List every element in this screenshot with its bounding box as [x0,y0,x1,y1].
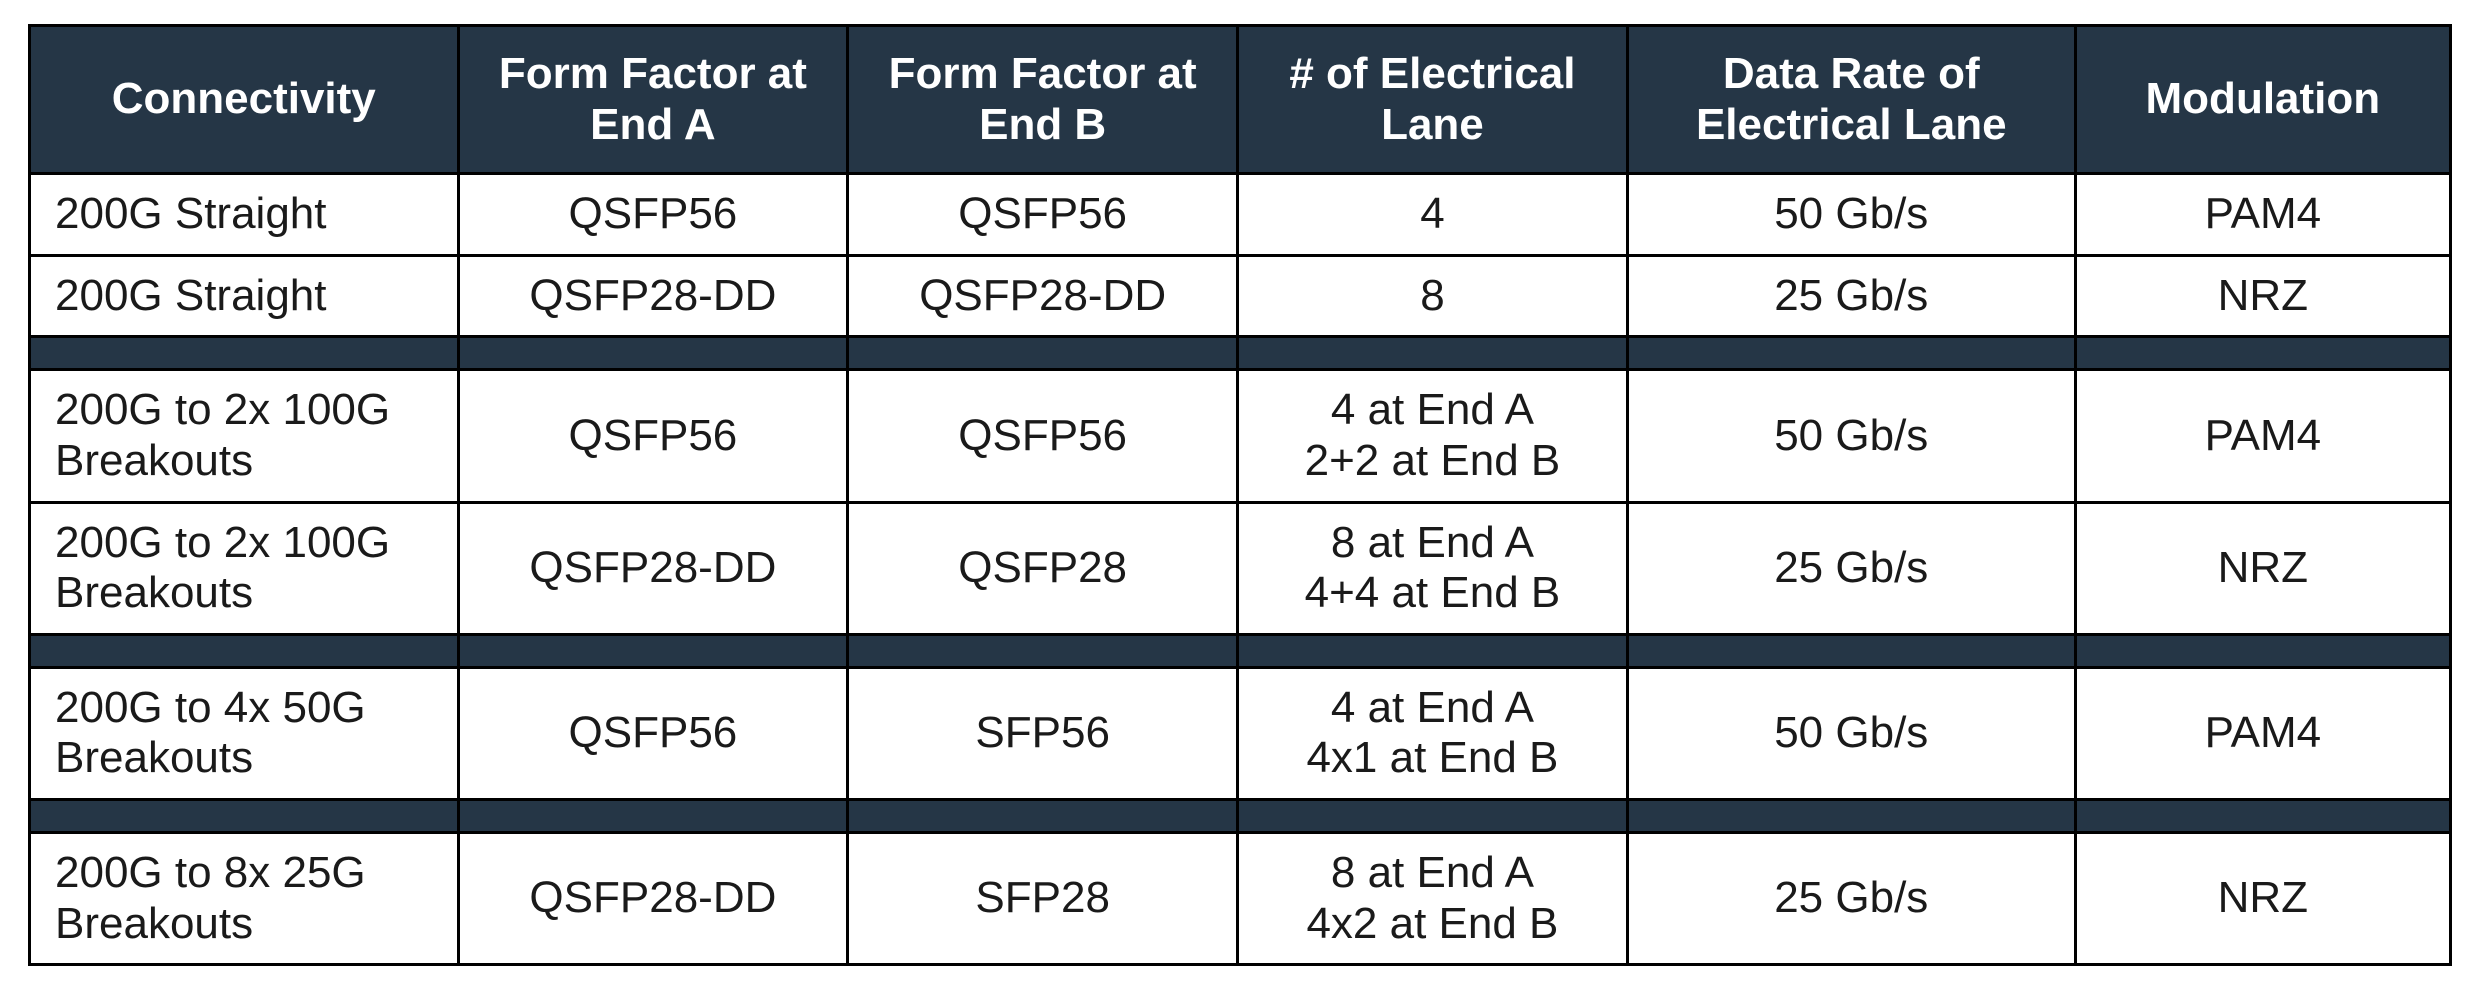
col-header-connectivity: Connectivity [30,26,459,174]
cell-end-b: QSFP56 [848,370,1238,502]
cell-lanes-line1: 8 at End A [1263,518,1602,569]
cell-rate: 25 Gb/s [1627,255,2075,337]
cell-lanes: 8 at End A4x2 at End B [1238,832,1628,964]
cell-end-a: QSFP28-DD [458,502,848,634]
cell-end-a: QSFP56 [458,667,848,799]
cell-connectivity-line1: 200G to 2x 100G [55,385,433,436]
cell-connectivity: 200G Straight [30,174,459,256]
connectivity-table: Connectivity Form Factor at End A Form F… [28,24,2452,966]
separator-cell [848,799,1238,832]
cell-end-b: SFP28 [848,832,1238,964]
separator-cell [30,634,459,667]
separator-cell [2075,634,2450,667]
separator-row [30,799,2451,832]
cell-connectivity: 200G to 2x 100GBreakouts [30,502,459,634]
separator-cell [30,337,459,370]
table-row: 200G to 8x 25GBreakoutsQSFP28-DDSFP288 a… [30,832,2451,964]
cell-end-a: QSFP56 [458,370,848,502]
cell-lanes-line2: 4x1 at End B [1263,733,1602,784]
cell-lanes-line1: 4 at End A [1263,683,1602,734]
cell-connectivity-line2: Breakouts [55,733,433,784]
col-header-modulation: Modulation [2075,26,2450,174]
separator-cell [1627,634,2075,667]
separator-cell [1238,799,1628,832]
cell-lanes-line2: 4x2 at End B [1263,899,1602,950]
col-header-lanes: # of Electrical Lane [1238,26,1628,174]
separator-cell [1238,337,1628,370]
cell-lanes: 8 at End A4+4 at End B [1238,502,1628,634]
separator-cell [458,634,848,667]
cell-modulation: PAM4 [2075,370,2450,502]
cell-connectivity: 200G to 8x 25GBreakouts [30,832,459,964]
separator-cell [30,799,459,832]
cell-lanes: 4 [1238,174,1628,256]
table-body: 200G StraightQSFP56QSFP56450 Gb/sPAM4200… [30,174,2451,965]
separator-cell [2075,337,2450,370]
cell-end-b: QSFP28 [848,502,1238,634]
cell-lanes: 4 at End A2+2 at End B [1238,370,1628,502]
cell-connectivity-line2: Breakouts [55,436,433,487]
cell-lanes-line2: 2+2 at End B [1263,436,1602,487]
table-row: 200G to 2x 100GBreakoutsQSFP56QSFP564 at… [30,370,2451,502]
cell-connectivity-line1: 200G to 8x 25G [55,848,433,899]
cell-end-b: QSFP56 [848,174,1238,256]
cell-rate: 50 Gb/s [1627,174,2075,256]
separator-cell [2075,799,2450,832]
cell-modulation: NRZ [2075,502,2450,634]
separator-cell [458,799,848,832]
separator-cell [1238,634,1628,667]
cell-end-b: SFP56 [848,667,1238,799]
cell-modulation: PAM4 [2075,667,2450,799]
separator-cell [458,337,848,370]
cell-connectivity: 200G Straight [30,255,459,337]
cell-lanes: 8 [1238,255,1628,337]
cell-modulation: NRZ [2075,832,2450,964]
cell-connectivity-line2: Breakouts [55,899,433,950]
cell-rate: 25 Gb/s [1627,502,2075,634]
table-row: 200G to 2x 100GBreakoutsQSFP28-DDQSFP288… [30,502,2451,634]
table-row: 200G to 4x 50GBreakoutsQSFP56SFP564 at E… [30,667,2451,799]
separator-cell [1627,337,2075,370]
cell-connectivity-line2: Breakouts [55,568,433,619]
table-header: Connectivity Form Factor at End A Form F… [30,26,2451,174]
cell-rate: 25 Gb/s [1627,832,2075,964]
cell-modulation: PAM4 [2075,174,2450,256]
separator-cell [848,337,1238,370]
separator-cell [848,634,1238,667]
table-row: 200G StraightQSFP28-DDQSFP28-DD825 Gb/sN… [30,255,2451,337]
cell-rate: 50 Gb/s [1627,667,2075,799]
cell-end-b: QSFP28-DD [848,255,1238,337]
col-header-end-a: Form Factor at End A [458,26,848,174]
cell-end-a: QSFP28-DD [458,832,848,964]
cell-end-a: QSFP56 [458,174,848,256]
cell-modulation: NRZ [2075,255,2450,337]
separator-row [30,337,2451,370]
cell-connectivity-line1: 200G to 4x 50G [55,683,433,734]
cell-rate: 50 Gb/s [1627,370,2075,502]
cell-lanes-line1: 8 at End A [1263,848,1602,899]
cell-connectivity-line1: 200G to 2x 100G [55,518,433,569]
cell-lanes-line1: 4 [1263,189,1602,240]
cell-connectivity: 200G to 4x 50GBreakouts [30,667,459,799]
col-header-end-b: Form Factor at End B [848,26,1238,174]
separator-cell [1627,799,2075,832]
cell-end-a: QSFP28-DD [458,255,848,337]
cell-lanes: 4 at End A4x1 at End B [1238,667,1628,799]
col-header-rate: Data Rate of Electrical Lane [1627,26,2075,174]
separator-row [30,634,2451,667]
cell-lanes-line1: 8 [1263,271,1602,322]
table-row: 200G StraightQSFP56QSFP56450 Gb/sPAM4 [30,174,2451,256]
cell-connectivity: 200G to 2x 100GBreakouts [30,370,459,502]
cell-lanes-line1: 4 at End A [1263,385,1602,436]
cell-lanes-line2: 4+4 at End B [1263,568,1602,619]
